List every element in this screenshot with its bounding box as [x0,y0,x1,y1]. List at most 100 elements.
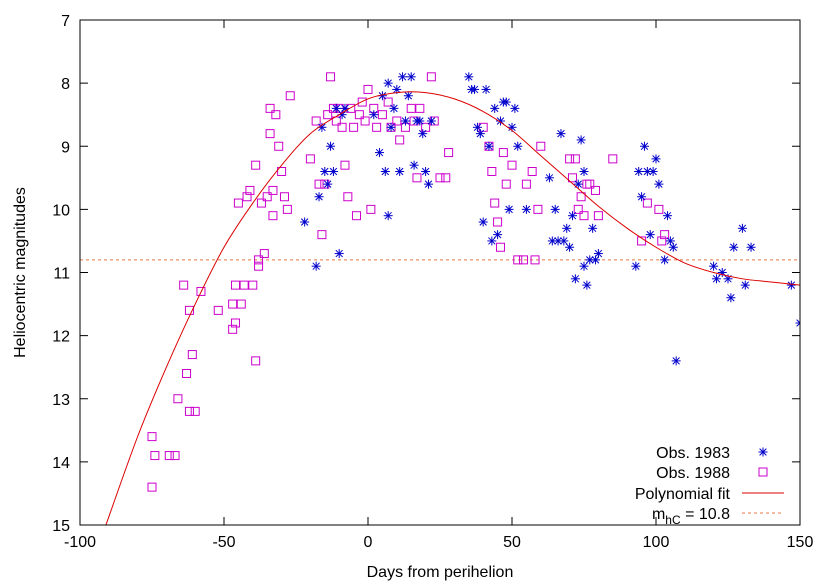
y-tick-label: 9 [61,139,70,156]
y-tick-label: 10 [52,202,70,219]
y-tick-label: 13 [52,392,70,409]
point-obs-1988 [444,148,454,158]
point-obs-1988 [395,135,405,145]
point-obs-1988 [366,204,376,214]
point-obs-1983 [400,116,410,126]
point-obs-1983 [395,167,405,176]
point-obs-1988 [527,167,537,176]
point-obs-1983 [579,261,589,271]
point-obs-1988 [147,482,157,492]
point-obs-1983 [556,129,566,139]
point-obs-1983 [314,192,324,202]
point-obs-1988 [268,185,278,195]
point-obs-1988 [311,116,321,126]
point-obs-1988 [585,179,595,189]
point-obs-1988 [259,249,269,259]
y-tick-label: 11 [53,266,70,283]
point-obs-1988 [228,324,238,334]
point-obs-1983 [654,179,664,189]
point-obs-1983 [423,179,433,189]
point-obs-1988 [242,192,252,202]
point-obs-1988 [519,255,529,265]
point-obs-1983 [421,167,431,176]
point-obs-1988 [591,185,601,195]
point-obs-1988 [239,280,249,290]
point-obs-1988 [147,432,157,442]
point-obs-1988 [184,406,194,416]
point-obs-1988 [490,198,500,208]
point-obs-1983 [328,167,338,176]
point-obs-1988 [565,154,575,164]
point-obs-1983 [550,204,560,214]
point-obs-1988 [354,110,364,120]
point-obs-1983 [668,242,678,252]
legend-label: Polynomial fit [635,486,731,503]
point-obs-1983 [326,141,336,151]
point-obs-1988 [256,198,266,208]
point-obs-1988 [254,261,264,271]
point-obs-1983 [481,84,491,94]
y-tick-label: 7 [61,13,70,30]
point-obs-1983 [631,261,641,271]
point-obs-1988 [660,230,670,240]
point-obs-1988 [251,160,261,170]
point-obs-1988 [326,72,336,82]
point-obs-1988 [285,91,295,101]
point-obs-1983 [510,103,520,113]
point-obs-1988 [271,110,281,120]
point-obs-1983 [726,293,736,303]
point-obs-1988 [657,236,667,246]
point-obs-1988 [495,242,505,252]
point-obs-1983 [709,261,719,271]
x-tick-label: 0 [364,534,373,551]
point-obs-1988 [248,280,258,290]
point-obs-1983 [711,274,721,284]
point-obs-1988 [349,122,359,132]
point-obs-1983 [507,122,517,132]
point-obs-1983 [484,141,494,151]
point-obs-1983 [648,167,658,176]
point-obs-1983 [490,103,500,113]
point-obs-1983 [426,116,436,126]
point-obs-1988 [360,116,370,126]
point-obs-1988 [282,204,292,214]
y-tick-label: 12 [52,329,70,346]
point-obs-1988 [377,110,387,120]
point-obs-1988 [501,179,511,189]
point-obs-1988 [536,141,546,151]
point-obs-1983 [300,217,310,227]
point-obs-1988 [331,116,341,126]
point-obs-1983 [660,255,670,265]
point-obs-1988 [265,103,275,113]
point-obs-1988 [274,141,284,151]
point-obs-1983 [478,217,488,227]
point-obs-1988 [533,204,543,214]
point-obs-1988 [654,204,664,214]
point-obs-1988 [314,179,324,189]
point-obs-1983 [470,84,480,94]
point-obs-1983 [331,103,341,113]
point-obs-1983 [639,141,649,151]
point-obs-1988 [173,394,183,404]
legend-label: Obs. 1988 [656,465,730,482]
point-obs-1983 [504,204,514,214]
point-obs-1988 [530,255,540,265]
point-obs-1988 [426,72,436,82]
point-obs-1988 [233,198,243,208]
point-obs-1988 [435,173,445,183]
point-obs-1988 [245,185,255,195]
point-obs-1988 [412,173,422,183]
point-obs-1983 [634,167,644,176]
legend-label: mhC = 10.8 [652,506,730,527]
point-obs-1988 [392,116,402,126]
point-obs-1988 [498,148,508,158]
point-obs-1988 [236,299,246,309]
point-obs-1988 [196,286,206,296]
point-obs-1983 [375,148,385,158]
y-axis-label: Heliocentric magnitudes [12,187,29,358]
point-obs-1988 [305,154,315,164]
x-tick-label: -50 [212,534,235,551]
point-obs-1988 [642,198,652,208]
point-obs-1988 [357,97,367,107]
